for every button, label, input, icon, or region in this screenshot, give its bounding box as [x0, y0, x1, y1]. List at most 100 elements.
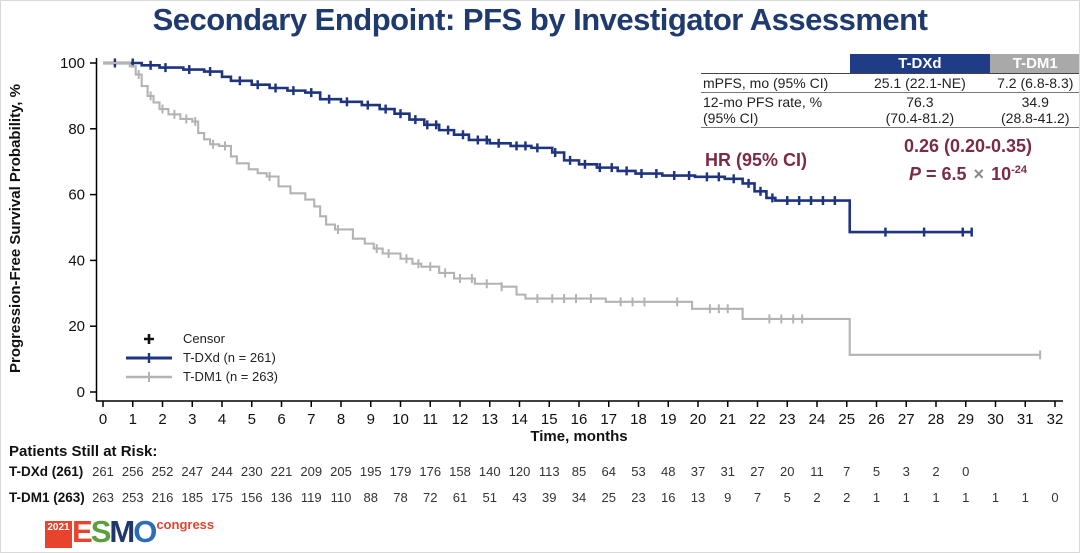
at-risk-value: 88: [363, 490, 378, 505]
esmo-letter: M: [109, 514, 135, 549]
at-risk-row-tdxd: T-DXd (261) 261 256 252 247 244 230 221 209 205 1…: [1, 464, 1079, 482]
at-risk-value: 1: [902, 490, 910, 505]
at-risk-value: 263: [92, 490, 114, 505]
at-risk-value: 113: [538, 464, 560, 479]
at-risk-value: 1: [1021, 490, 1029, 505]
x-tick-label: 4: [218, 411, 226, 428]
at-risk-value: 176: [419, 464, 442, 479]
legend: Censor T-DXd (n = 261) T-DM1 (n = 263): [123, 329, 278, 386]
at-risk-value: 0: [1051, 490, 1059, 505]
x-tick-label: 5: [248, 411, 256, 428]
logo-congress-text: congress: [156, 517, 215, 532]
esmo-letter: O: [133, 514, 157, 549]
at-risk-value: 216: [151, 490, 174, 505]
stats-header-blank: [701, 54, 850, 73]
at-risk-value: 34: [571, 490, 587, 505]
censor-plus-icon: [123, 332, 175, 346]
x-tick-label: 8: [337, 411, 345, 428]
at-risk-value: 261: [92, 464, 114, 479]
x-tick-label: 28: [928, 411, 945, 428]
x-tick-label: 1: [129, 411, 137, 428]
at-risk-value: 64: [601, 464, 616, 479]
page-title: Secondary Endpoint: PFS by Investigator …: [152, 2, 928, 37]
y-tick-label: 80: [68, 121, 85, 138]
stats-row-12mo: 12-mo PFS rate, % (95% CI) 76.3 (70.4-81…: [701, 93, 1079, 128]
at-risk-value: 221: [270, 464, 293, 479]
at-risk-value: 5: [783, 490, 791, 505]
at-risk-value: 16: [661, 490, 676, 505]
x-tick-label: 23: [779, 411, 796, 428]
at-risk-value: 156: [240, 490, 263, 505]
at-risk-value: 252: [151, 464, 174, 479]
legend-item-tdm1: T-DM1 (n = 263): [123, 367, 278, 386]
at-risk-value: 244: [211, 464, 233, 479]
x-tick-label: 9: [367, 411, 375, 428]
stats-header-tdm1: T-DM1: [989, 54, 1079, 73]
esmo-wordmark: ESMO: [72, 514, 157, 549]
at-risk-value: 27: [750, 464, 765, 479]
at-risk-value: 51: [482, 490, 497, 505]
y-tick-label: 40: [68, 252, 85, 269]
legend-item-censor: Censor: [123, 329, 278, 348]
at-risk-value: 110: [330, 490, 352, 505]
tdm1-line-icon: [123, 370, 175, 384]
x-tick-label: 14: [511, 411, 528, 428]
at-risk-value: 37: [690, 464, 706, 479]
at-risk-value: 2: [932, 464, 940, 479]
x-tick-label: 32: [1047, 411, 1064, 428]
x-tick-label: 27: [898, 411, 915, 428]
at-risk-value: 140: [478, 464, 501, 479]
x-tick-label: 29: [957, 411, 974, 428]
at-risk-row-tdm1: T-DM1 (263) 263 253 216 185 175 156 136 119 110 8…: [1, 490, 1079, 508]
y-tick-label: 0: [77, 384, 85, 401]
x-tick-label: 17: [600, 411, 617, 428]
logo-year-badge: 2021: [45, 521, 72, 548]
at-risk-value: 72: [423, 490, 438, 505]
at-risk-value: 23: [631, 490, 646, 505]
at-risk-value: 43: [512, 490, 527, 505]
at-risk-value: 3: [902, 464, 910, 479]
x-tick-label: 7: [307, 411, 315, 428]
at-risk-value: 179: [389, 464, 412, 479]
esmo-congress-logo: 2021 ESMO congress: [45, 515, 214, 548]
at-risk-value: 85: [571, 464, 587, 479]
x-tick-label: 12: [452, 411, 469, 428]
tdxd-line-icon: [123, 351, 175, 365]
at-risk-value: 1: [991, 490, 1000, 505]
hr-value: 0.26 (0.20-0.35): [903, 136, 1033, 156]
at-risk-value: 7: [843, 464, 851, 479]
at-risk-value: 136: [270, 490, 293, 505]
x-tick-label: 30: [987, 411, 1004, 428]
legend-item-tdxd: T-DXd (n = 261): [123, 348, 278, 367]
at-risk-value: 185: [181, 490, 204, 505]
at-risk-value: 158: [449, 464, 471, 479]
x-tick-label: 3: [188, 411, 196, 428]
esmo-letter: E: [72, 514, 93, 549]
at-risk-value: 39: [542, 490, 557, 505]
stats-header-row: T-DXd T-DM1: [701, 54, 1079, 74]
at-risk-value: 230: [240, 464, 263, 479]
x-tick-label: 11: [422, 411, 438, 428]
x-tick-label: 15: [541, 411, 558, 428]
x-tick-label: 24: [809, 411, 826, 428]
esmo-letter: S: [90, 514, 112, 549]
stats-table: T-DXd T-DM1 mPFS, mo (95% CI) 25.1 (22.1…: [701, 54, 1079, 186]
hr-label: HR (95% CI): [705, 149, 808, 170]
at-risk-value: 20: [780, 464, 795, 479]
x-tick-label: 22: [749, 411, 766, 428]
at-risk-value: 48: [661, 464, 676, 479]
x-tick-label: 10: [392, 411, 409, 428]
at-risk-value: 31: [720, 464, 735, 479]
x-tick-label: 6: [277, 411, 285, 428]
at-risk-value: 195: [359, 464, 382, 479]
at-risk-value: 13: [690, 490, 706, 505]
at-risk-value: 1: [932, 490, 940, 505]
at-risk-value: 7: [753, 490, 762, 505]
x-tick-label: 31: [1017, 411, 1034, 428]
x-tick-label: 0: [99, 411, 107, 428]
y-tick-label: 20: [68, 318, 85, 335]
y-tick-label: 60: [68, 187, 85, 204]
at-risk-value: 1: [872, 490, 881, 505]
